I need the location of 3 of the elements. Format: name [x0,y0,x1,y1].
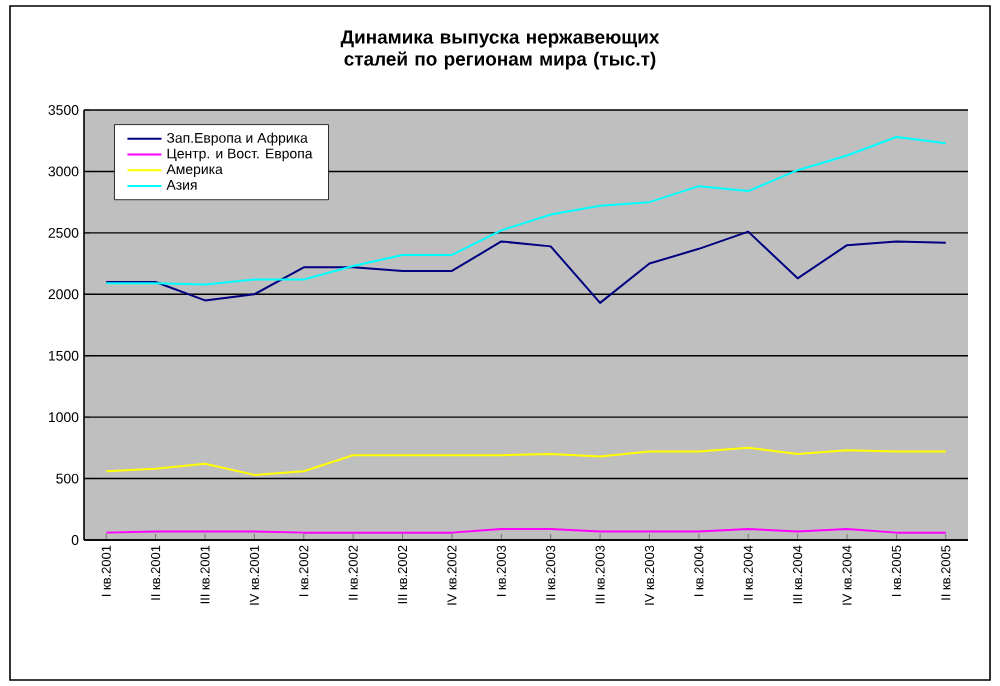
chart-title: Динамика выпуска нержавеющих сталей по регионам мира (тыс.т) [340,30,660,70]
line-series [105,230,947,304]
line-series [105,136,947,286]
